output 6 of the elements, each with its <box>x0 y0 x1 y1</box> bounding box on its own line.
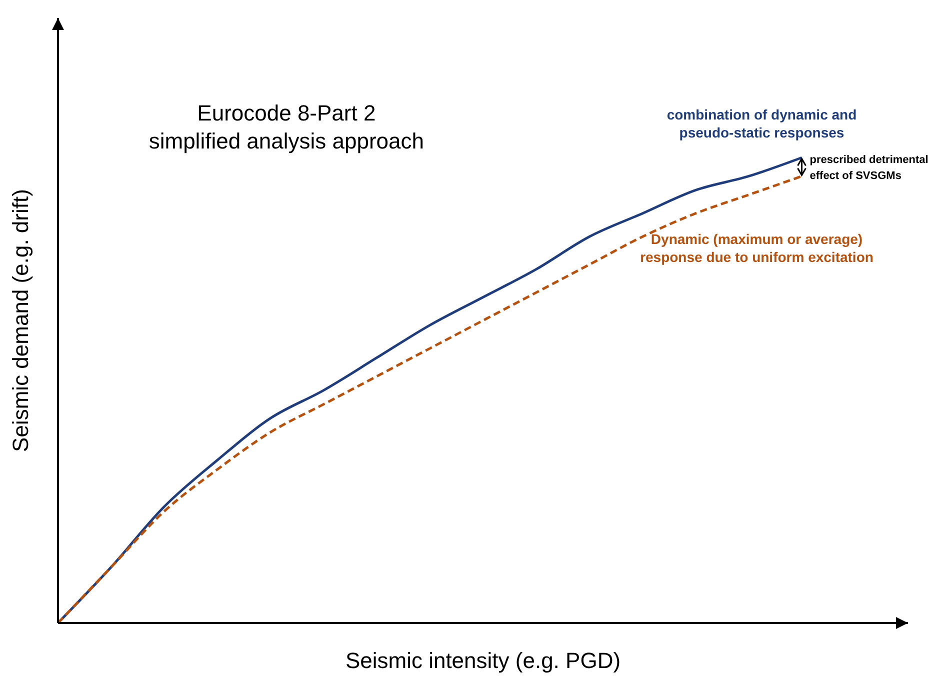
x-axis-title: Seismic intensity (e.g. PGD) <box>345 648 621 673</box>
series-label: Dynamic (maximum or average) response due to uniform excitation <box>640 231 874 266</box>
y-axis-title: Seismic demand (e.g. drift) <box>8 189 33 452</box>
text: combination of dynamic and pseudo-static responses <box>666 106 857 141</box>
chart-title: Eurocode 8-Part 2 simplified analysis approach <box>148 100 424 154</box>
annotation: prescribed detrimental effect of SVSGMs <box>810 154 928 182</box>
